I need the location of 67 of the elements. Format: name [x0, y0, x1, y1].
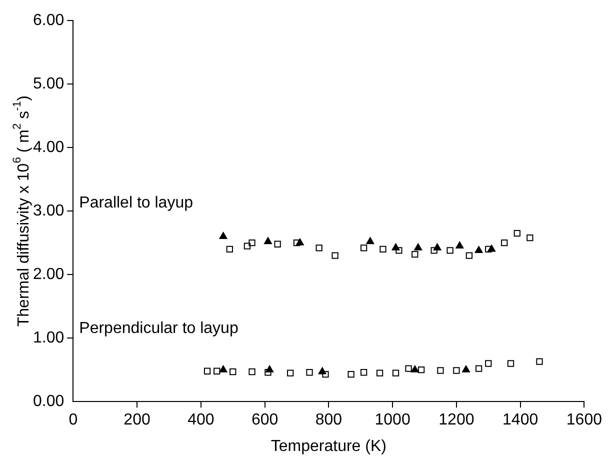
point: [376, 370, 384, 376]
annotation: Perpendicular to layup: [79, 320, 238, 338]
x-tick-label: 600: [251, 412, 278, 429]
x-tick-label: 0: [68, 412, 78, 429]
point: [412, 250, 418, 258]
annotation: Parallel to layup: [79, 194, 194, 212]
x-axis-title: Temperature (K): [270, 438, 386, 455]
y-tick-label: 1.00: [33, 330, 64, 347]
y-tick-label: 0.00: [33, 393, 64, 410]
y-tick-label: 2.00: [33, 266, 64, 284]
x-tick-label: 1000: [374, 412, 410, 429]
x-tick-label: 200: [124, 412, 150, 429]
point: [226, 246, 233, 253]
point: [244, 242, 251, 250]
point: [264, 237, 272, 244]
x-tick-label: 1200: [438, 412, 474, 429]
x-tick-label: 400: [188, 412, 214, 429]
point: [293, 240, 300, 246]
y-tick-label: 3.00: [33, 202, 64, 220]
point: [456, 242, 464, 249]
point: [287, 370, 294, 376]
y-axis-title: Thermal diffusivity x 106 ( m2 s-1): [12, 96, 32, 327]
y-tick-label: 6.00: [33, 12, 64, 30]
point: [410, 365, 419, 372]
point: [366, 237, 374, 244]
point: [322, 370, 329, 378]
point: [219, 365, 228, 372]
point: [462, 365, 470, 372]
point: [485, 360, 492, 367]
x-tick-label: 1600: [566, 412, 602, 429]
point: [475, 365, 482, 372]
point: [536, 358, 543, 365]
point: [437, 367, 444, 374]
point: [418, 366, 425, 374]
point: [230, 368, 236, 376]
point: [348, 370, 354, 378]
point: [453, 367, 460, 374]
point: [248, 240, 256, 246]
point: [264, 369, 272, 376]
point: [316, 244, 322, 252]
y-tick-label: 4.00: [33, 139, 64, 156]
point: [507, 360, 514, 367]
point: [214, 368, 220, 374]
point: [405, 365, 412, 372]
point: [306, 369, 313, 376]
point: [380, 246, 386, 253]
point: [360, 244, 368, 252]
point: [219, 232, 228, 239]
point: [526, 234, 534, 242]
point: [204, 368, 211, 374]
point: [414, 243, 422, 250]
point: [248, 368, 256, 376]
x-tick-label: 800: [315, 412, 342, 429]
point: [360, 369, 368, 376]
point: [446, 247, 454, 254]
point: [396, 247, 402, 254]
point: [392, 370, 400, 376]
point: [274, 240, 281, 248]
y-tick-label: 5.00: [33, 76, 64, 93]
point: [514, 230, 520, 237]
point: [466, 252, 473, 259]
point: [485, 246, 492, 253]
point: [501, 240, 508, 246]
point: [430, 247, 438, 254]
point: [332, 252, 338, 259]
x-tick-label: 1400: [502, 412, 538, 429]
point: [474, 246, 483, 253]
